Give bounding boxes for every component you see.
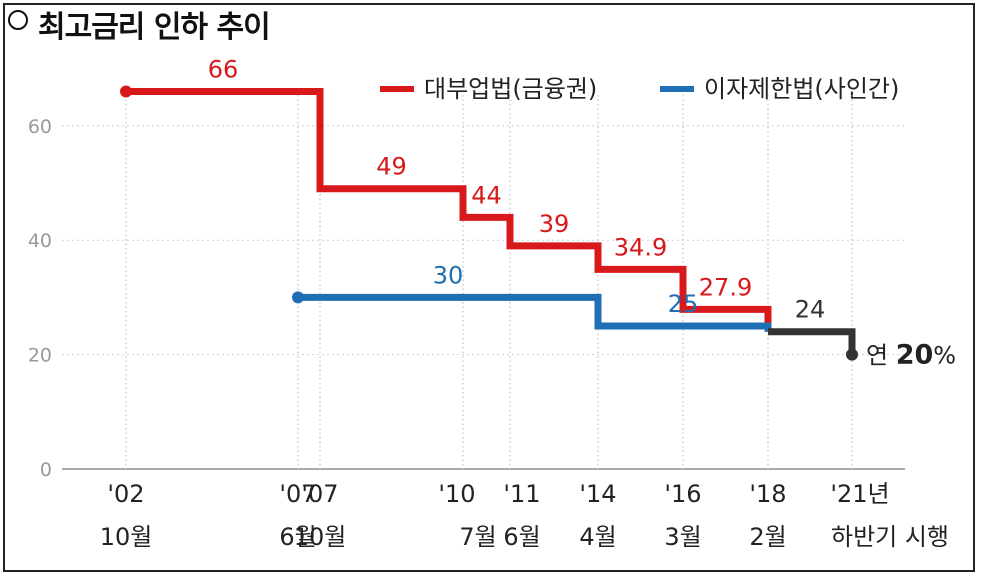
data-label: 24	[795, 296, 826, 324]
legend-swatch-red	[380, 86, 414, 92]
end-annotation-prefix: 연	[866, 342, 896, 370]
x-tick-year: '10	[438, 480, 475, 508]
series-lending-act-start-point	[120, 85, 132, 98]
series-final-segment-line	[768, 328, 856, 355]
y-tick-label: 60	[28, 116, 52, 138]
x-tick-month: 6월	[503, 523, 540, 551]
data-label: 49	[376, 153, 407, 181]
x-tick-month: 6월	[279, 523, 316, 551]
x-tick-year: '18	[749, 480, 786, 508]
y-tick-label: 0	[40, 459, 52, 481]
x-tick-year: '11	[503, 480, 540, 508]
x-tick-month: 7월	[459, 523, 496, 551]
data-label: 34.9	[614, 233, 667, 261]
x-tick-month: 하반기 시행	[831, 523, 949, 551]
x-tick-month: 4월	[579, 523, 616, 551]
data-label: 44	[471, 181, 502, 209]
x-tick-year: '07	[301, 480, 338, 508]
data-label: 39	[539, 210, 570, 238]
y-tick-label: 20	[28, 345, 52, 367]
x-tick-month: 10월	[100, 523, 153, 551]
legend-label-blue: 이자제한법(사인간)	[704, 75, 900, 103]
x-tick-year: '02	[107, 480, 144, 508]
x-tick-year: '14	[579, 480, 616, 508]
x-tick-month: 2월	[749, 523, 786, 551]
x-tick-year: '16	[664, 480, 701, 508]
series-lending-act-line	[126, 87, 772, 332]
x-tick-year: '21년	[830, 480, 889, 508]
legend-swatch-blue	[660, 86, 694, 92]
x-tick-month: 3월	[664, 523, 701, 551]
circle-bullet-icon	[8, 10, 28, 30]
chart-title: 최고금리 인하 추이	[38, 10, 271, 45]
data-label: 66	[208, 55, 239, 83]
data-label: 30	[433, 261, 464, 289]
end-annotation: 연 20%	[866, 340, 956, 371]
series-final-segment-end-point	[846, 348, 858, 361]
series-interest-limit-act-start-point	[292, 291, 304, 304]
end-annotation-value: 20	[896, 340, 934, 371]
x-tick-year: '07	[279, 480, 316, 508]
series-interest-limit-act-line	[298, 293, 772, 332]
legend-label-red: 대부업법(금융권)	[424, 75, 598, 103]
data-label: 27.9	[699, 273, 752, 301]
chart-frame	[3, 3, 975, 572]
data-label: 25	[668, 290, 699, 318]
end-annotation-suffix: %	[933, 342, 956, 370]
y-tick-label: 40	[28, 230, 52, 252]
x-tick-month: 10월	[294, 523, 347, 551]
